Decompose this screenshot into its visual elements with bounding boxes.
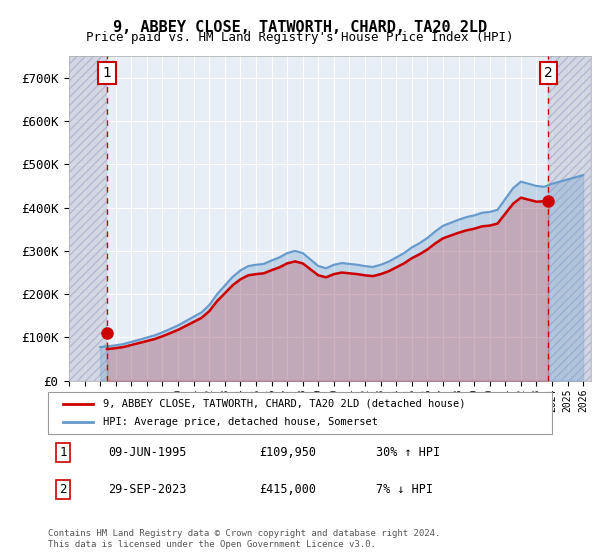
Text: 2: 2: [59, 483, 67, 496]
Text: 7% ↓ HPI: 7% ↓ HPI: [376, 483, 433, 496]
FancyBboxPatch shape: [48, 392, 552, 434]
Text: 29-SEP-2023: 29-SEP-2023: [109, 483, 187, 496]
Text: 2: 2: [544, 66, 553, 80]
Text: £415,000: £415,000: [260, 483, 317, 496]
Text: 30% ↑ HPI: 30% ↑ HPI: [376, 446, 440, 459]
Bar: [69, 56, 107, 381]
Text: 9, ABBEY CLOSE, TATWORTH, CHARD, TA20 2LD (detached house): 9, ABBEY CLOSE, TATWORTH, CHARD, TA20 2L…: [103, 399, 466, 409]
Text: 09-JUN-1995: 09-JUN-1995: [109, 446, 187, 459]
Text: Price paid vs. HM Land Registry's House Price Index (HPI): Price paid vs. HM Land Registry's House …: [86, 31, 514, 44]
Text: 9, ABBEY CLOSE, TATWORTH, CHARD, TA20 2LD: 9, ABBEY CLOSE, TATWORTH, CHARD, TA20 2L…: [113, 20, 487, 35]
Text: 1: 1: [103, 66, 112, 80]
Text: 1: 1: [59, 446, 67, 459]
Text: £109,950: £109,950: [260, 446, 317, 459]
Text: HPI: Average price, detached house, Somerset: HPI: Average price, detached house, Some…: [103, 417, 379, 427]
Text: Contains HM Land Registry data © Crown copyright and database right 2024.
This d: Contains HM Land Registry data © Crown c…: [48, 529, 440, 549]
Bar: [548, 56, 591, 381]
